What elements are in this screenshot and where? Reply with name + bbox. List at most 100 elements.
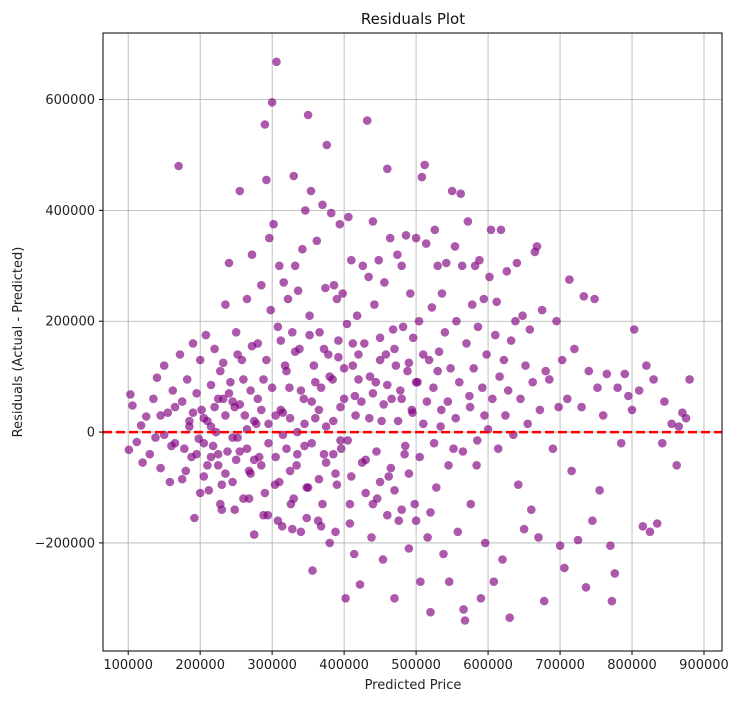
scatter-point [539,596,549,606]
scatter-point [332,294,342,304]
scatter-point [495,372,504,381]
scatter-point [456,189,466,198]
scatter-point [557,355,567,365]
scatter-point [338,289,348,298]
scatter-point [335,219,345,229]
scatter-point [455,377,464,387]
scatter-point [421,239,431,248]
scatter-point [519,524,529,534]
scatter-point [606,541,615,550]
scatter-point [473,436,482,445]
scatter-point [138,458,147,467]
scatter-point [285,466,295,476]
scatter-point [385,233,395,243]
scatter-point [290,347,300,357]
scatter-point [185,416,194,426]
scatter-point [502,267,512,276]
scatter-point [141,412,151,421]
chart-title: Residuals Plot [361,10,465,28]
scatter-point [190,513,199,523]
scatter-point [560,563,569,573]
scatter-point [181,466,191,476]
scatter-point [145,449,155,459]
scatter-point [156,463,165,473]
scatter-point [463,217,473,226]
scatter-point [368,217,378,226]
scatter-point [365,413,374,423]
scatter-point [465,402,475,412]
scatter-point [210,402,219,412]
scatter-point [288,328,297,337]
scatter-point [417,172,427,182]
scatter-point [352,311,362,321]
scatter-point [523,419,532,429]
scatter-point [514,480,523,490]
scatter-point [262,355,271,365]
scatter-point [334,336,343,345]
scatter-point [249,416,259,426]
scatter-point [437,405,446,415]
scatter-point [426,508,435,517]
scatter-point [249,455,259,465]
scatter-point [570,344,579,354]
scatter-point [378,555,388,564]
scatter-point [491,330,500,340]
scatter-point [149,394,158,404]
scatter-point [341,594,350,603]
scatter-point [253,394,263,404]
scatter-point [242,294,252,304]
scatter-point [480,538,490,548]
scatter-point [213,394,223,404]
scatter-point [638,522,648,531]
scatter-point [390,594,399,603]
scatter-point [433,261,443,271]
scatter-point [290,261,300,271]
scatter-point [275,477,284,487]
y-tick-label: 400000 [45,204,95,219]
scatter-point [616,438,626,448]
scatter-point [462,339,471,348]
scatter-point [204,486,214,495]
scatter-point [511,316,520,326]
scatter-point [516,394,525,404]
scatter-point [298,244,307,254]
scatter-point [314,405,324,415]
scatter-point [390,486,399,495]
scatter-point [228,397,237,406]
scatter-point [393,250,402,259]
scatter-point [296,527,306,537]
scatter-point [642,361,651,370]
scatter-point [278,408,288,418]
scatter-point [325,372,335,381]
scatter-point [602,369,612,379]
scatter-point [331,469,340,478]
scatter-point [195,488,205,498]
scatter-point [288,524,297,534]
scatter-point [479,294,489,304]
scatter-point [192,449,201,459]
scatter-point [379,400,389,409]
scatter-point [472,461,481,470]
scatter-point [349,549,359,559]
scatter-point [555,541,565,550]
scatter-point [467,300,477,309]
scatter-point [397,394,407,404]
scatter-point [541,366,550,376]
scatter-point [375,333,385,343]
scatter-point [588,516,597,525]
scatter-point [299,394,309,404]
scatter-point [381,350,391,359]
scatter-point [387,394,396,404]
scatter-point [458,447,468,456]
scatter-point [271,411,281,420]
scatter-point [552,316,561,326]
scatter-point [482,350,491,359]
scatter-point [325,538,335,548]
scatter-point [426,607,435,617]
scatter-point [318,200,327,210]
scatter-point [401,441,410,451]
scatter-point [610,569,620,578]
scatter-point [443,397,453,406]
scatter-point [339,364,349,373]
scatter-point [573,535,583,545]
